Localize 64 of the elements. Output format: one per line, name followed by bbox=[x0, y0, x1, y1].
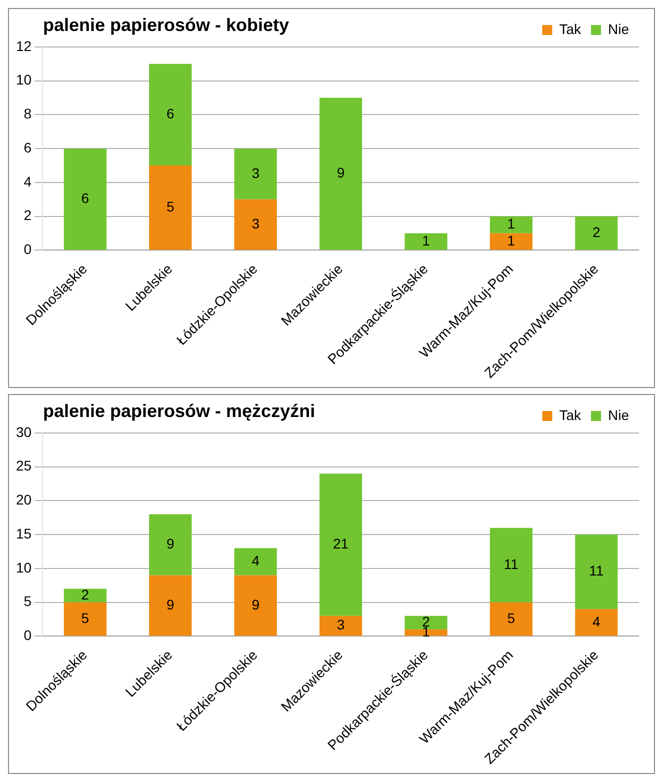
chart-title: palenie papierosów - kobiety bbox=[43, 15, 290, 36]
y-tick-label: 20 bbox=[16, 492, 32, 508]
y-tick-label: 30 bbox=[16, 424, 32, 440]
data-label: 9 bbox=[166, 596, 174, 612]
data-label: 9 bbox=[166, 536, 174, 552]
bar bbox=[490, 233, 532, 250]
data-label: 2 bbox=[81, 586, 90, 602]
y-tick-label: 5 bbox=[24, 593, 32, 610]
bar bbox=[404, 233, 448, 250]
bar bbox=[319, 98, 362, 250]
bar bbox=[575, 534, 618, 610]
data-label: 6 bbox=[81, 190, 90, 206]
data-label: 1 bbox=[422, 232, 430, 248]
bar bbox=[319, 616, 362, 636]
bar bbox=[149, 64, 192, 166]
y-tick-label: 2 bbox=[24, 207, 32, 224]
data-label: 21 bbox=[332, 536, 349, 552]
y-tick-label: 4 bbox=[24, 173, 32, 190]
y-tick-label: 8 bbox=[24, 106, 32, 122]
y-tick-label: 25 bbox=[16, 458, 32, 474]
bar bbox=[149, 514, 192, 576]
bar bbox=[64, 602, 106, 636]
bar bbox=[234, 199, 277, 250]
data-label: 4 bbox=[252, 552, 260, 569]
data-label: 3 bbox=[336, 616, 345, 633]
bar bbox=[490, 602, 532, 636]
y-tick-label: 15 bbox=[16, 525, 32, 542]
data-label: 1 bbox=[507, 232, 516, 248]
legend-label: Tak bbox=[559, 406, 582, 423]
legend-label: Nie bbox=[608, 406, 630, 423]
bar bbox=[64, 588, 106, 602]
data-label: 5 bbox=[166, 198, 174, 214]
bar bbox=[319, 474, 362, 616]
y-tick-label: 12 bbox=[16, 38, 32, 54]
data-label: 9 bbox=[252, 596, 260, 612]
data-label: 3 bbox=[252, 164, 260, 181]
chart-title: palenie papierosów - mężczyźni bbox=[43, 401, 316, 422]
data-label: 4 bbox=[592, 613, 600, 630]
y-tick-label: 0 bbox=[24, 627, 32, 644]
data-label: 11 bbox=[589, 562, 604, 579]
y-tick-label: 10 bbox=[16, 72, 32, 88]
bar bbox=[149, 575, 192, 636]
data-label: 2 bbox=[592, 224, 600, 240]
legend-label: Nie bbox=[608, 20, 630, 37]
y-tick-label: 0 bbox=[24, 241, 32, 258]
legend-label: Tak bbox=[559, 20, 582, 37]
bar bbox=[575, 609, 618, 636]
data-label: 5 bbox=[507, 610, 516, 626]
bar bbox=[234, 575, 277, 636]
y-tick-label: 6 bbox=[24, 139, 32, 156]
data-label: 1 bbox=[507, 216, 516, 232]
bar bbox=[490, 528, 532, 602]
data-label: 5 bbox=[81, 610, 90, 626]
bar bbox=[149, 166, 192, 250]
data-label: 3 bbox=[252, 215, 260, 232]
data-label: 6 bbox=[166, 106, 174, 122]
bar bbox=[64, 148, 106, 250]
data-label: 11 bbox=[504, 556, 519, 572]
y-tick-label: 10 bbox=[16, 559, 32, 576]
bar bbox=[575, 216, 618, 250]
bar bbox=[490, 216, 532, 234]
bar bbox=[234, 548, 277, 576]
data-label: 9 bbox=[336, 164, 345, 181]
bar bbox=[234, 148, 277, 200]
